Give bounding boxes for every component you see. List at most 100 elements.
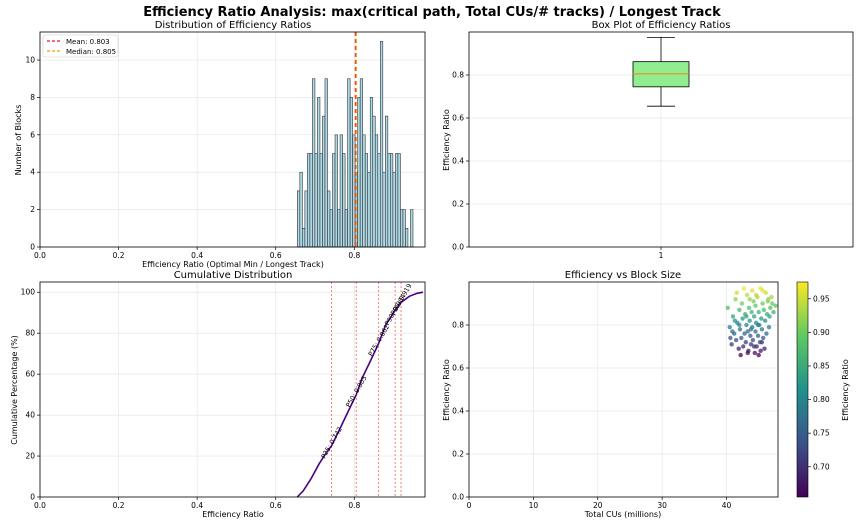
scatter-point [747, 318, 752, 323]
histogram-frame [39, 31, 426, 248]
scatter-point [728, 335, 733, 341]
x-tick-label: 0.4 [191, 251, 203, 260]
y-tick-label: 100 [21, 288, 36, 297]
histogram-title: Distribution of Efficiency Ratios [155, 20, 312, 31]
scatter-point [737, 327, 743, 332]
scatter-point [749, 309, 754, 315]
boxplot-y-ticks: 0.0 0.2 0.4 0.6 0.8 [452, 71, 469, 252]
scatter-point [748, 327, 754, 332]
histogram-panel: Distribution of Efficiency Ratios 0.0 0.2… [14, 20, 426, 269]
histogram-bar [392, 171, 396, 248]
scatter-point [771, 309, 776, 315]
histogram-bar [322, 115, 326, 248]
y-tick-label: 8 [30, 93, 35, 102]
y-tick-label: 6 [30, 130, 35, 139]
colorbar-tick-label: 0.85 [813, 361, 830, 370]
scatter-point [744, 322, 749, 328]
scatter-point [742, 331, 747, 336]
x-tick-label: 0.6 [270, 501, 282, 510]
scatter-point [733, 297, 738, 302]
histogram-bar [369, 97, 374, 248]
histogram-bar [337, 209, 341, 248]
scatter-point [766, 324, 772, 330]
scatter-point [727, 324, 732, 330]
histogram-bar [379, 41, 384, 248]
scatter-point [733, 337, 739, 343]
scatter-point [747, 297, 752, 302]
x-tick-label: 20 [593, 501, 603, 510]
y-tick-label: 0.2 [452, 450, 464, 459]
histogram-bar [342, 153, 346, 248]
percentile-label: P75: 0.862 [367, 323, 391, 357]
histogram-bar [395, 153, 399, 248]
histogram-bar [377, 153, 381, 248]
histogram-bar [400, 209, 404, 248]
histogram-bar [349, 97, 353, 248]
histogram-xlabel: Efficiency Ratio (Optimal Min / Longest … [142, 260, 324, 269]
colorbar-tick-label: 0.90 [813, 328, 830, 337]
scatter-point [736, 346, 741, 351]
x-tick-label: 0.6 [270, 251, 282, 260]
histogram-bar [329, 209, 333, 248]
histogram-bar [402, 209, 406, 248]
scatter-point [750, 337, 756, 343]
histogram-bar [390, 153, 394, 248]
histogram-bar [359, 78, 363, 248]
cdf-x-ticks: 0.0 0.2 0.4 0.6 0.8 [34, 497, 360, 510]
scatter-point [751, 344, 757, 349]
scatter-point [753, 292, 759, 298]
scatter-point [759, 316, 764, 321]
scatter-point [743, 340, 749, 345]
histogram-bar [317, 97, 321, 248]
scatter-point [737, 322, 742, 328]
histogram-bar [367, 171, 371, 248]
scatter-point [741, 286, 747, 291]
scatter-point [758, 348, 763, 353]
y-tick-label: 0.6 [452, 364, 464, 373]
histogram-bar [332, 153, 336, 248]
cdf-title: Cumulative Distribution [174, 270, 293, 281]
scatter-point [750, 288, 755, 293]
legend-box [42, 34, 119, 58]
histogram-bar [352, 134, 356, 248]
cdf-ylabel: Cumulative Percentage (%) [10, 335, 19, 445]
histogram-x-ticks: 0.0 0.2 0.4 0.6 0.8 [34, 247, 360, 260]
x-tick-label: 1 [659, 251, 664, 260]
histogram-bar [307, 153, 311, 248]
histogram-legend: Mean: 0.803 Median: 0.805 [42, 34, 119, 58]
scatter-point [734, 290, 739, 295]
histogram-bar [362, 134, 366, 248]
boxplot-ylabel: Efficiency Ratio [442, 109, 451, 171]
scatter-point [773, 303, 778, 308]
scatter-point [755, 322, 761, 328]
x-tick-label: 0.8 [348, 501, 360, 510]
y-tick-label: 4 [30, 168, 35, 177]
scatter-title: Efficiency vs Block Size [565, 270, 681, 281]
scatter-point [748, 342, 754, 347]
scatter-point [748, 333, 753, 338]
scatter-point [753, 329, 758, 334]
scatter-point [755, 333, 761, 338]
scatter-point [760, 301, 765, 306]
cdf-grid [39, 282, 425, 498]
colorbar [796, 281, 809, 498]
scatter-point [751, 299, 756, 304]
scatter-point [744, 314, 749, 319]
y-tick-label: 0 [30, 243, 35, 252]
boxplot-box [632, 36, 690, 107]
scatter-point [745, 329, 750, 334]
histogram-bar [385, 115, 389, 248]
scatter-point [767, 314, 772, 319]
boxplot-panel: Box Plot of Efficiency Ratios 1 0.00.20.… [442, 20, 854, 260]
histogram-bar [387, 153, 391, 248]
histogram-bar [374, 134, 379, 248]
scatter-frame [468, 281, 779, 498]
colorbar-tick-label: 0.75 [813, 429, 830, 438]
histogram-ylabel: Number of Blocks [14, 105, 23, 176]
scatter-point [762, 346, 767, 351]
histogram-bar [312, 78, 316, 248]
histogram-bar [309, 153, 313, 248]
x-tick-label: 0.0 [34, 501, 46, 510]
scatter-point [745, 350, 750, 356]
y-tick-label: 0 [30, 493, 35, 502]
